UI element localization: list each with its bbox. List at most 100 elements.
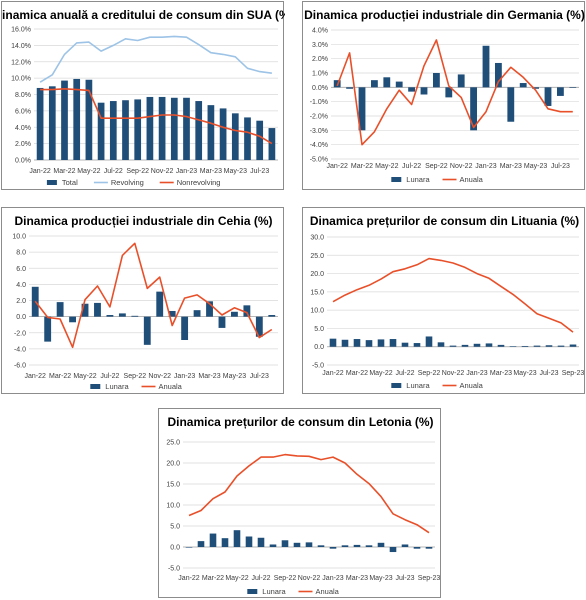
x-tick-label: Mar-23 — [500, 163, 522, 170]
y-tick-label: 0.0% — [15, 158, 31, 165]
bar — [143, 316, 151, 345]
y-tick-label: -1.0% — [310, 99, 328, 106]
y-tick-label: 0.0 — [16, 314, 26, 321]
y-tick-label: 20.0 — [166, 461, 180, 468]
bar — [256, 120, 264, 160]
x-tick-label: Jul-22 — [100, 373, 119, 380]
bar — [395, 81, 403, 88]
x-tick-label: Sep-22 — [124, 373, 147, 380]
legend-swatch — [46, 180, 57, 185]
bar — [245, 536, 253, 547]
legend-label: Lunara — [406, 175, 430, 184]
bar — [268, 128, 276, 160]
panel-letonia: Dinamica prețurilor de consum din Letoni… — [158, 408, 441, 598]
y-tick-label: 0.0 — [170, 545, 180, 552]
y-tick-label: 4.0 — [16, 282, 26, 289]
bar — [370, 80, 378, 88]
bar — [81, 303, 89, 317]
legend-label: Anuala — [460, 381, 484, 390]
x-tick-label: Jul-23 — [250, 168, 269, 175]
x-tick-label: Nov-22 — [442, 370, 465, 377]
bar — [383, 77, 391, 88]
y-tick-label: 30.0 — [310, 235, 324, 242]
x-tick-label: Jan-22 — [326, 163, 348, 170]
y-tick-label: 1.0% — [312, 71, 328, 78]
bar — [243, 305, 251, 317]
y-tick-label: -6.0 — [14, 363, 26, 370]
x-tick-label: Mar-22 — [202, 575, 224, 582]
y-tick-label: 14.0% — [11, 43, 31, 50]
chart-germania: Dinamica producției industriale din Germ… — [304, 8, 585, 184]
y-tick-label: 10.0 — [12, 234, 26, 241]
bar — [445, 87, 453, 98]
bar — [293, 542, 301, 547]
bar — [231, 311, 238, 317]
bar — [118, 313, 126, 317]
chart-title: Dinamica producției industriale din Germ… — [304, 8, 585, 22]
bar — [389, 339, 397, 347]
chart-cehia: Dinamica producției industriale din Cehi… — [12, 214, 278, 391]
x-tick-label: Jan-22 — [25, 373, 47, 380]
bar — [61, 80, 68, 160]
bar — [470, 87, 478, 131]
y-tick-label: 25.0 — [310, 253, 324, 260]
legend-label: Revolving — [111, 178, 144, 187]
bar — [341, 339, 349, 347]
x-tick-label: Jan-23 — [475, 163, 497, 170]
y-tick-label: -2.0% — [310, 114, 328, 121]
legend-swatch — [247, 589, 258, 594]
y-tick-label: 4.0% — [15, 125, 31, 132]
bar — [449, 345, 457, 347]
y-tick-label: -5.0% — [310, 157, 328, 164]
x-tick-label: Sep-22 — [418, 370, 441, 377]
x-tick-label: Jan-23 — [176, 168, 198, 175]
y-tick-label: 8.0% — [15, 92, 31, 99]
series-line — [39, 35, 273, 83]
bar — [473, 343, 481, 347]
legend-label: Lunara — [105, 382, 129, 391]
bar — [346, 87, 354, 89]
x-tick-label: Sep-23 — [418, 575, 441, 582]
legend-label: Anuala — [316, 587, 340, 596]
x-tick-label: May-22 — [77, 168, 100, 175]
bar — [482, 45, 490, 88]
bar — [44, 316, 52, 342]
bar — [401, 544, 409, 547]
y-tick-label: -3.0% — [310, 128, 328, 135]
chart-letonia: Dinamica prețurilor de consum din Letoni… — [166, 415, 441, 596]
bar — [48, 86, 56, 160]
bar — [269, 544, 277, 547]
bar — [413, 547, 421, 549]
x-tick-label: Mar-23 — [346, 575, 368, 582]
bar — [218, 316, 226, 328]
bar — [507, 87, 515, 122]
bar — [494, 62, 502, 88]
bar — [497, 344, 505, 347]
legend-label: Total — [62, 178, 78, 187]
bar — [425, 336, 433, 347]
bar — [377, 542, 385, 547]
y-tick-label: 5.0 — [314, 326, 324, 333]
x-tick-label: Mar-22 — [346, 370, 368, 377]
bar — [134, 99, 142, 160]
bar — [317, 545, 325, 547]
x-tick-label: Jul-22 — [251, 575, 270, 582]
bar — [85, 79, 93, 160]
y-tick-label: -5.0 — [168, 566, 180, 573]
chart-title: Dinamica anuală a creditului de consum d… — [2, 8, 285, 22]
x-tick-label: May-23 — [369, 575, 392, 582]
x-tick-label: May-23 — [513, 370, 536, 377]
bar — [519, 83, 527, 88]
x-tick-label: Jul-22 — [104, 168, 123, 175]
bar — [170, 97, 178, 160]
chart-lituania: Dinamica prețurilor de consum din Lituan… — [310, 214, 585, 390]
bar — [544, 87, 552, 106]
y-tick-label: 15.0 — [310, 289, 324, 296]
bar — [401, 342, 409, 347]
bar — [183, 97, 190, 160]
y-tick-label: -5.0 — [312, 363, 324, 370]
bar — [146, 96, 154, 160]
bar — [341, 545, 349, 547]
bar — [156, 291, 164, 317]
series-line — [336, 39, 573, 146]
